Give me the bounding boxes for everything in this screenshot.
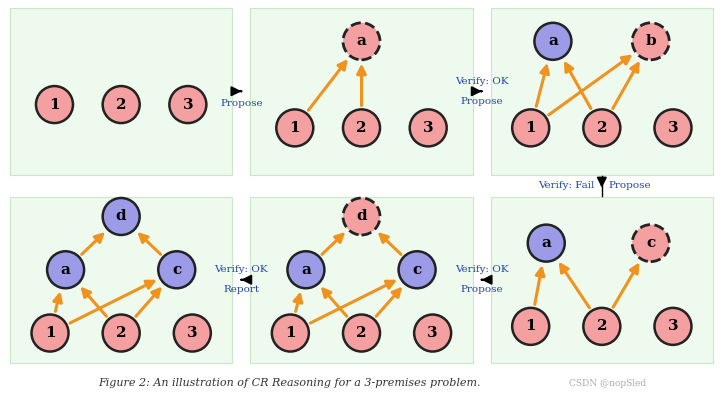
Text: a: a xyxy=(61,263,71,277)
Text: d: d xyxy=(356,209,367,223)
Text: 2: 2 xyxy=(116,97,127,111)
Circle shape xyxy=(528,225,565,261)
Text: 2: 2 xyxy=(116,326,127,340)
Text: 3: 3 xyxy=(187,326,197,340)
Text: a: a xyxy=(542,236,551,250)
Text: 3: 3 xyxy=(667,121,678,135)
Text: Verify: OK: Verify: OK xyxy=(455,265,508,274)
Text: Propose: Propose xyxy=(461,97,503,106)
Text: 2: 2 xyxy=(596,319,607,333)
Text: 2: 2 xyxy=(596,121,607,135)
Text: Verify: Fail: Verify: Fail xyxy=(539,181,595,190)
Text: 1: 1 xyxy=(45,326,56,340)
Text: 1: 1 xyxy=(526,319,536,333)
Text: 2: 2 xyxy=(356,326,367,340)
FancyBboxPatch shape xyxy=(10,8,232,174)
Text: Verify: OK: Verify: OK xyxy=(215,265,268,274)
Circle shape xyxy=(583,109,620,146)
Circle shape xyxy=(288,251,325,288)
Circle shape xyxy=(414,314,451,352)
Text: 2: 2 xyxy=(356,121,367,135)
Text: 1: 1 xyxy=(49,97,60,111)
Circle shape xyxy=(512,109,549,146)
Text: 3: 3 xyxy=(182,97,193,111)
Circle shape xyxy=(158,251,195,288)
FancyBboxPatch shape xyxy=(250,196,473,363)
Circle shape xyxy=(103,314,140,352)
Text: 3: 3 xyxy=(667,319,678,333)
Text: Verify: OK: Verify: OK xyxy=(455,77,508,86)
Circle shape xyxy=(36,86,73,123)
Text: b: b xyxy=(646,34,656,48)
Circle shape xyxy=(276,109,313,146)
Text: c: c xyxy=(646,236,655,250)
Circle shape xyxy=(512,308,549,345)
Text: c: c xyxy=(172,263,181,277)
Circle shape xyxy=(654,109,691,146)
Circle shape xyxy=(32,314,69,352)
Circle shape xyxy=(632,225,669,261)
Circle shape xyxy=(654,308,691,345)
Text: 3: 3 xyxy=(423,121,434,135)
Text: d: d xyxy=(116,209,127,223)
Text: Propose: Propose xyxy=(220,99,262,108)
Circle shape xyxy=(343,314,380,352)
Text: Propose: Propose xyxy=(609,181,651,190)
Circle shape xyxy=(343,109,380,146)
Circle shape xyxy=(174,314,211,352)
Circle shape xyxy=(410,109,447,146)
Circle shape xyxy=(343,23,380,60)
FancyBboxPatch shape xyxy=(491,8,713,174)
Circle shape xyxy=(398,251,435,288)
FancyBboxPatch shape xyxy=(491,196,713,363)
Circle shape xyxy=(632,23,669,60)
Text: Propose: Propose xyxy=(461,285,503,294)
Text: a: a xyxy=(548,34,558,48)
Circle shape xyxy=(103,86,140,123)
FancyBboxPatch shape xyxy=(10,196,232,363)
Text: 1: 1 xyxy=(285,326,296,340)
Text: 1: 1 xyxy=(289,121,300,135)
Circle shape xyxy=(583,308,620,345)
Circle shape xyxy=(272,314,309,352)
Text: 3: 3 xyxy=(427,326,438,340)
Text: c: c xyxy=(412,263,422,277)
Circle shape xyxy=(343,198,380,235)
Text: a: a xyxy=(356,34,367,48)
Text: a: a xyxy=(301,263,311,277)
Circle shape xyxy=(169,86,206,123)
Text: CSDN @nopSled: CSDN @nopSled xyxy=(569,379,646,387)
FancyBboxPatch shape xyxy=(250,8,473,174)
Text: Figure 2: An illustration of CR Reasoning for a 3-premises problem.: Figure 2: An illustration of CR Reasonin… xyxy=(98,378,481,388)
Text: Report: Report xyxy=(223,285,260,294)
Text: 1: 1 xyxy=(526,121,536,135)
Circle shape xyxy=(103,198,140,235)
Circle shape xyxy=(534,23,571,60)
Circle shape xyxy=(47,251,84,288)
